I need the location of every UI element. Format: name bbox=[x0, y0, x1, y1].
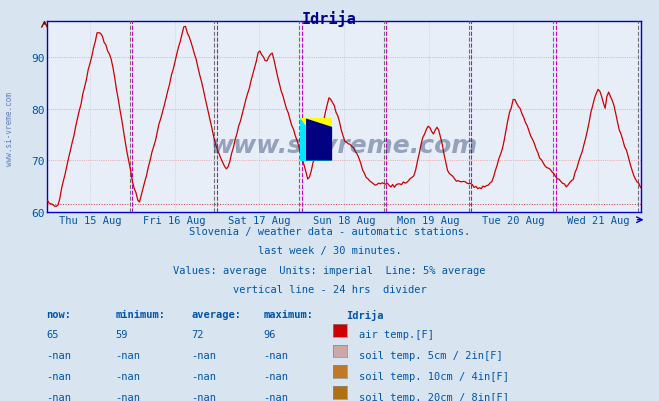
Text: Idrija: Idrija bbox=[346, 309, 384, 320]
Text: last week / 30 minutes.: last week / 30 minutes. bbox=[258, 246, 401, 256]
Polygon shape bbox=[299, 119, 332, 161]
Text: -nan: -nan bbox=[191, 350, 216, 360]
Text: Values: average  Units: imperial  Line: 5% average: Values: average Units: imperial Line: 5%… bbox=[173, 265, 486, 275]
Polygon shape bbox=[299, 119, 332, 161]
Text: www.si-vreme.com: www.si-vreme.com bbox=[5, 91, 14, 165]
Text: -nan: -nan bbox=[264, 392, 289, 401]
Text: -nan: -nan bbox=[46, 392, 71, 401]
Text: -nan: -nan bbox=[191, 392, 216, 401]
Text: -nan: -nan bbox=[264, 371, 289, 381]
Text: soil temp. 5cm / 2in[F]: soil temp. 5cm / 2in[F] bbox=[359, 350, 503, 360]
Text: vertical line - 24 hrs  divider: vertical line - 24 hrs divider bbox=[233, 284, 426, 294]
Text: www.si-vreme.com: www.si-vreme.com bbox=[210, 134, 478, 158]
Text: Slovenia / weather data - automatic stations.: Slovenia / weather data - automatic stat… bbox=[189, 227, 470, 237]
Text: minimum:: minimum: bbox=[115, 309, 165, 319]
Text: -nan: -nan bbox=[115, 350, 140, 360]
Text: -nan: -nan bbox=[191, 371, 216, 381]
Text: soil temp. 20cm / 8in[F]: soil temp. 20cm / 8in[F] bbox=[359, 392, 509, 401]
Text: Idrija: Idrija bbox=[302, 10, 357, 27]
Text: -nan: -nan bbox=[264, 350, 289, 360]
Text: 72: 72 bbox=[191, 330, 204, 340]
Text: air temp.[F]: air temp.[F] bbox=[359, 330, 434, 340]
Text: 65: 65 bbox=[46, 330, 59, 340]
Text: soil temp. 10cm / 4in[F]: soil temp. 10cm / 4in[F] bbox=[359, 371, 509, 381]
Text: 96: 96 bbox=[264, 330, 276, 340]
Text: 59: 59 bbox=[115, 330, 128, 340]
Text: maximum:: maximum: bbox=[264, 309, 314, 319]
Text: now:: now: bbox=[46, 309, 71, 319]
Text: -nan: -nan bbox=[46, 350, 71, 360]
Text: average:: average: bbox=[191, 309, 241, 319]
Polygon shape bbox=[306, 119, 332, 161]
Text: -nan: -nan bbox=[46, 371, 71, 381]
Text: -nan: -nan bbox=[115, 371, 140, 381]
Text: -nan: -nan bbox=[115, 392, 140, 401]
